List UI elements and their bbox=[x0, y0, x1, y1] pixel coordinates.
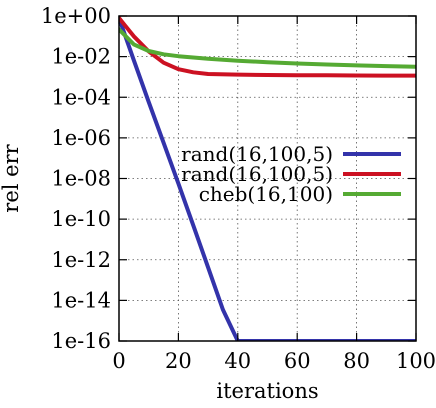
x-axis-label: iterations bbox=[216, 379, 318, 403]
x-tick-label: 20 bbox=[165, 349, 192, 373]
legend-label: rand(16,100,5) bbox=[181, 162, 333, 186]
y-tick-label: 1e-04 bbox=[51, 85, 111, 109]
y-tick-label: 1e-12 bbox=[51, 248, 111, 272]
x-tick-label: 100 bbox=[396, 349, 436, 373]
legend-label: rand(16,100,5) bbox=[181, 142, 333, 166]
x-tick-label: 80 bbox=[343, 349, 370, 373]
ticks: 0 20 40 60 80 100 1e+00 1e-02 1e-04 1e-06 1e-08 1e-… bbox=[41, 4, 436, 373]
y-tick-label: 1e+00 bbox=[41, 4, 111, 28]
y-tick-label: 1e-10 bbox=[51, 207, 111, 231]
y-axis-label: rel err bbox=[0, 143, 23, 212]
series-lines bbox=[119, 16, 416, 341]
grid bbox=[119, 16, 416, 341]
y-tick-label: 1e-08 bbox=[51, 167, 111, 191]
y-tick-label: 1e-16 bbox=[51, 329, 111, 353]
series-line-3 bbox=[119, 27, 416, 69]
legend: rand(16,100,5)rand(16,100,5)cheb(16,100) bbox=[181, 142, 401, 206]
x-tick-label: 40 bbox=[224, 349, 251, 373]
x-tick-label: 60 bbox=[284, 349, 311, 373]
y-tick-label: 1e-02 bbox=[51, 45, 111, 69]
legend-label: cheb(16,100) bbox=[199, 182, 333, 206]
y-tick-label: 1e-06 bbox=[51, 126, 111, 150]
x-tick-label: 0 bbox=[112, 349, 125, 373]
y-tick-label: 1e-14 bbox=[51, 288, 111, 312]
